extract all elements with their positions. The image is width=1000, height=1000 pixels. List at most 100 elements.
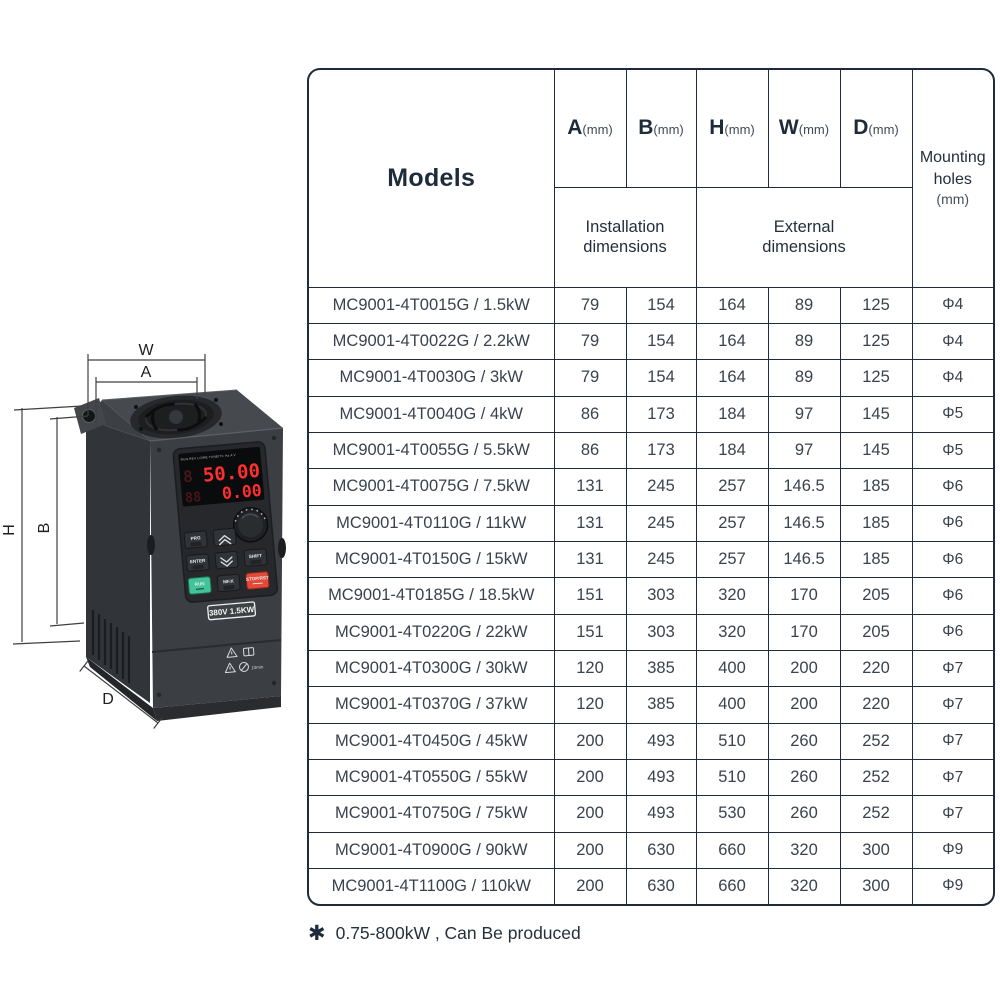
- cell-mounting-hole: Φ5: [912, 396, 993, 433]
- header-mounting-holes: Mounting holes (mm): [912, 70, 993, 288]
- cell-b: 154: [626, 359, 697, 397]
- cell-w: 260: [768, 723, 841, 760]
- down-button: [214, 550, 239, 570]
- cell-mounting-hole: Φ4: [912, 359, 993, 397]
- cell-d: 185: [840, 468, 913, 506]
- cell-h: 510: [696, 759, 769, 797]
- cell-a: 151: [554, 577, 627, 615]
- cell-model: MC9001-4T0022G / 2.2kW: [309, 323, 555, 361]
- shift-button-label: SHIFT: [249, 553, 263, 559]
- led-display: [178, 446, 265, 507]
- cell-model: MC9001-4T0150G / 15kW: [309, 541, 555, 579]
- cell-model: MC9001-4T1100G / 110kW: [309, 868, 555, 904]
- spec-table-body: MC9001-4T0015G / 1.5kW 79 154 164 89 125…: [309, 287, 993, 904]
- mfk-button: MF.K: [216, 573, 241, 593]
- cell-model: MC9001-4T0220G / 22kW: [309, 614, 555, 651]
- cell-h: 164: [696, 359, 769, 397]
- header-col-a: A(mm): [554, 70, 627, 188]
- header-col-w: W(mm): [768, 70, 841, 188]
- stop-reset-button: STOP/RST: [245, 571, 270, 590]
- cell-a: 79: [554, 359, 627, 397]
- cell-h: 510: [696, 723, 769, 760]
- cell-b: 630: [626, 832, 697, 869]
- cell-mounting-hole: Φ9: [912, 832, 993, 869]
- dim-label-h: H: [1, 524, 18, 536]
- cell-model: MC9001-4T0055G / 5.5kW: [309, 432, 555, 470]
- cell-a: 151: [554, 614, 627, 651]
- cell-mounting-hole: Φ7: [912, 650, 993, 688]
- table-row: MC9001-4T0185G / 18.5kW 151 303 320 170 …: [309, 577, 993, 615]
- cell-b: 245: [626, 468, 697, 506]
- device-side-face: [86, 419, 150, 703]
- cell-w: 320: [768, 868, 841, 904]
- keypad: PRG ENTER SHIFT: [183, 527, 270, 595]
- cell-a: 131: [554, 505, 627, 542]
- cell-b: 493: [626, 723, 697, 760]
- front-seam: [151, 639, 282, 653]
- cell-d: 125: [840, 359, 913, 397]
- cell-mounting-hole: Φ6: [912, 614, 993, 651]
- product-illustration: RUN REV LO/RE TUNE/TC Hz A V 8 50.00 88 …: [1, 342, 286, 729]
- header-models: Models: [309, 70, 555, 288]
- cell-h: 184: [696, 432, 769, 470]
- header-installation-dimensions: Installation dimensions: [554, 187, 697, 288]
- panel-clip-left: [147, 535, 155, 555]
- cell-model: MC9001-4T0185G / 18.5kW: [309, 577, 555, 615]
- cell-a: 200: [554, 868, 627, 904]
- cell-a: 86: [554, 432, 627, 470]
- cell-h: 164: [696, 323, 769, 361]
- table-row: MC9001-4T0055G / 5.5kW 86 173 184 97 145…: [309, 432, 993, 470]
- cell-d: 125: [840, 287, 913, 324]
- cell-d: 125: [840, 323, 913, 361]
- cell-h: 660: [696, 832, 769, 869]
- table-row: MC9001-4T0030G / 3kW 79 154 164 89 125 Φ…: [309, 359, 993, 397]
- table-row: MC9001-4T0040G / 4kW 86 173 184 97 145 Φ…: [309, 396, 993, 433]
- cell-h: 320: [696, 614, 769, 651]
- display-ghost-digit-1: 8: [182, 467, 193, 487]
- spec-table-container: Models A(mm) B(mm) H(mm) W(mm) D(mm) Mou…: [307, 68, 995, 906]
- cell-w: 170: [768, 577, 841, 615]
- header-col-b: B(mm): [626, 70, 697, 188]
- asterisk-icon: ✱: [308, 922, 326, 945]
- enter-button-label: ENTER: [190, 558, 207, 564]
- cell-mounting-hole: Φ7: [912, 759, 993, 797]
- control-panel: RUN REV LO/RE TUNE/TC Hz A V 8 50.00 88 …: [172, 441, 278, 674]
- side-vents: [91, 610, 131, 683]
- cell-d: 252: [840, 795, 913, 833]
- cell-w: 260: [768, 759, 841, 797]
- cell-mounting-hole: Φ7: [912, 723, 993, 760]
- display-value-2: 0.00: [221, 481, 262, 503]
- cell-mounting-hole: Φ7: [912, 686, 993, 724]
- table-row: MC9001-4T0450G / 45kW 200 493 510 260 25…: [309, 723, 993, 760]
- cell-model: MC9001-4T0075G / 7.5kW: [309, 468, 555, 506]
- prg-button: PRG: [183, 530, 208, 549]
- cell-w: 170: [768, 614, 841, 651]
- display-indicator-labels: RUN REV LO/RE TUNE/TC Hz A V: [181, 453, 237, 462]
- table-row: MC9001-4T0550G / 55kW 200 493 510 260 25…: [309, 759, 993, 797]
- cell-b: 154: [626, 323, 697, 361]
- cell-h: 400: [696, 650, 769, 688]
- cell-mounting-hole: Φ6: [912, 577, 993, 615]
- cell-model: MC9001-4T0370G / 37kW: [309, 686, 555, 724]
- cell-w: 97: [768, 396, 841, 433]
- cell-b: 173: [626, 432, 697, 470]
- vfd-device: RUN REV LO/RE TUNE/TC Hz A V 8 50.00 88 …: [74, 389, 286, 721]
- cell-mounting-hole: Φ4: [912, 323, 993, 361]
- enter-button: ENTER: [185, 553, 210, 572]
- spec-table: Models A(mm) B(mm) H(mm) W(mm) D(mm) Mou…: [309, 70, 993, 904]
- dim-line-d: [83, 665, 159, 724]
- cell-model: MC9001-4T0900G / 90kW: [309, 832, 555, 869]
- dim-label-b: B: [36, 523, 53, 534]
- shift-button: SHIFT: [243, 548, 268, 567]
- cell-model: MC9001-4T0750G / 75kW: [309, 795, 555, 833]
- cell-b: 303: [626, 614, 697, 651]
- cell-w: 146.5: [768, 468, 841, 506]
- cell-mounting-hole: Φ5: [912, 432, 993, 470]
- cell-a: 200: [554, 832, 627, 869]
- table-row: MC9001-4T0150G / 15kW 131 245 257 146.5 …: [309, 541, 993, 579]
- cell-w: 89: [768, 323, 841, 361]
- table-row: MC9001-4T0900G / 90kW 200 630 660 320 30…: [309, 832, 993, 869]
- cell-mounting-hole: Φ9: [942, 877, 964, 895]
- fan-screws: [134, 398, 223, 431]
- cell-a: 79: [554, 323, 627, 361]
